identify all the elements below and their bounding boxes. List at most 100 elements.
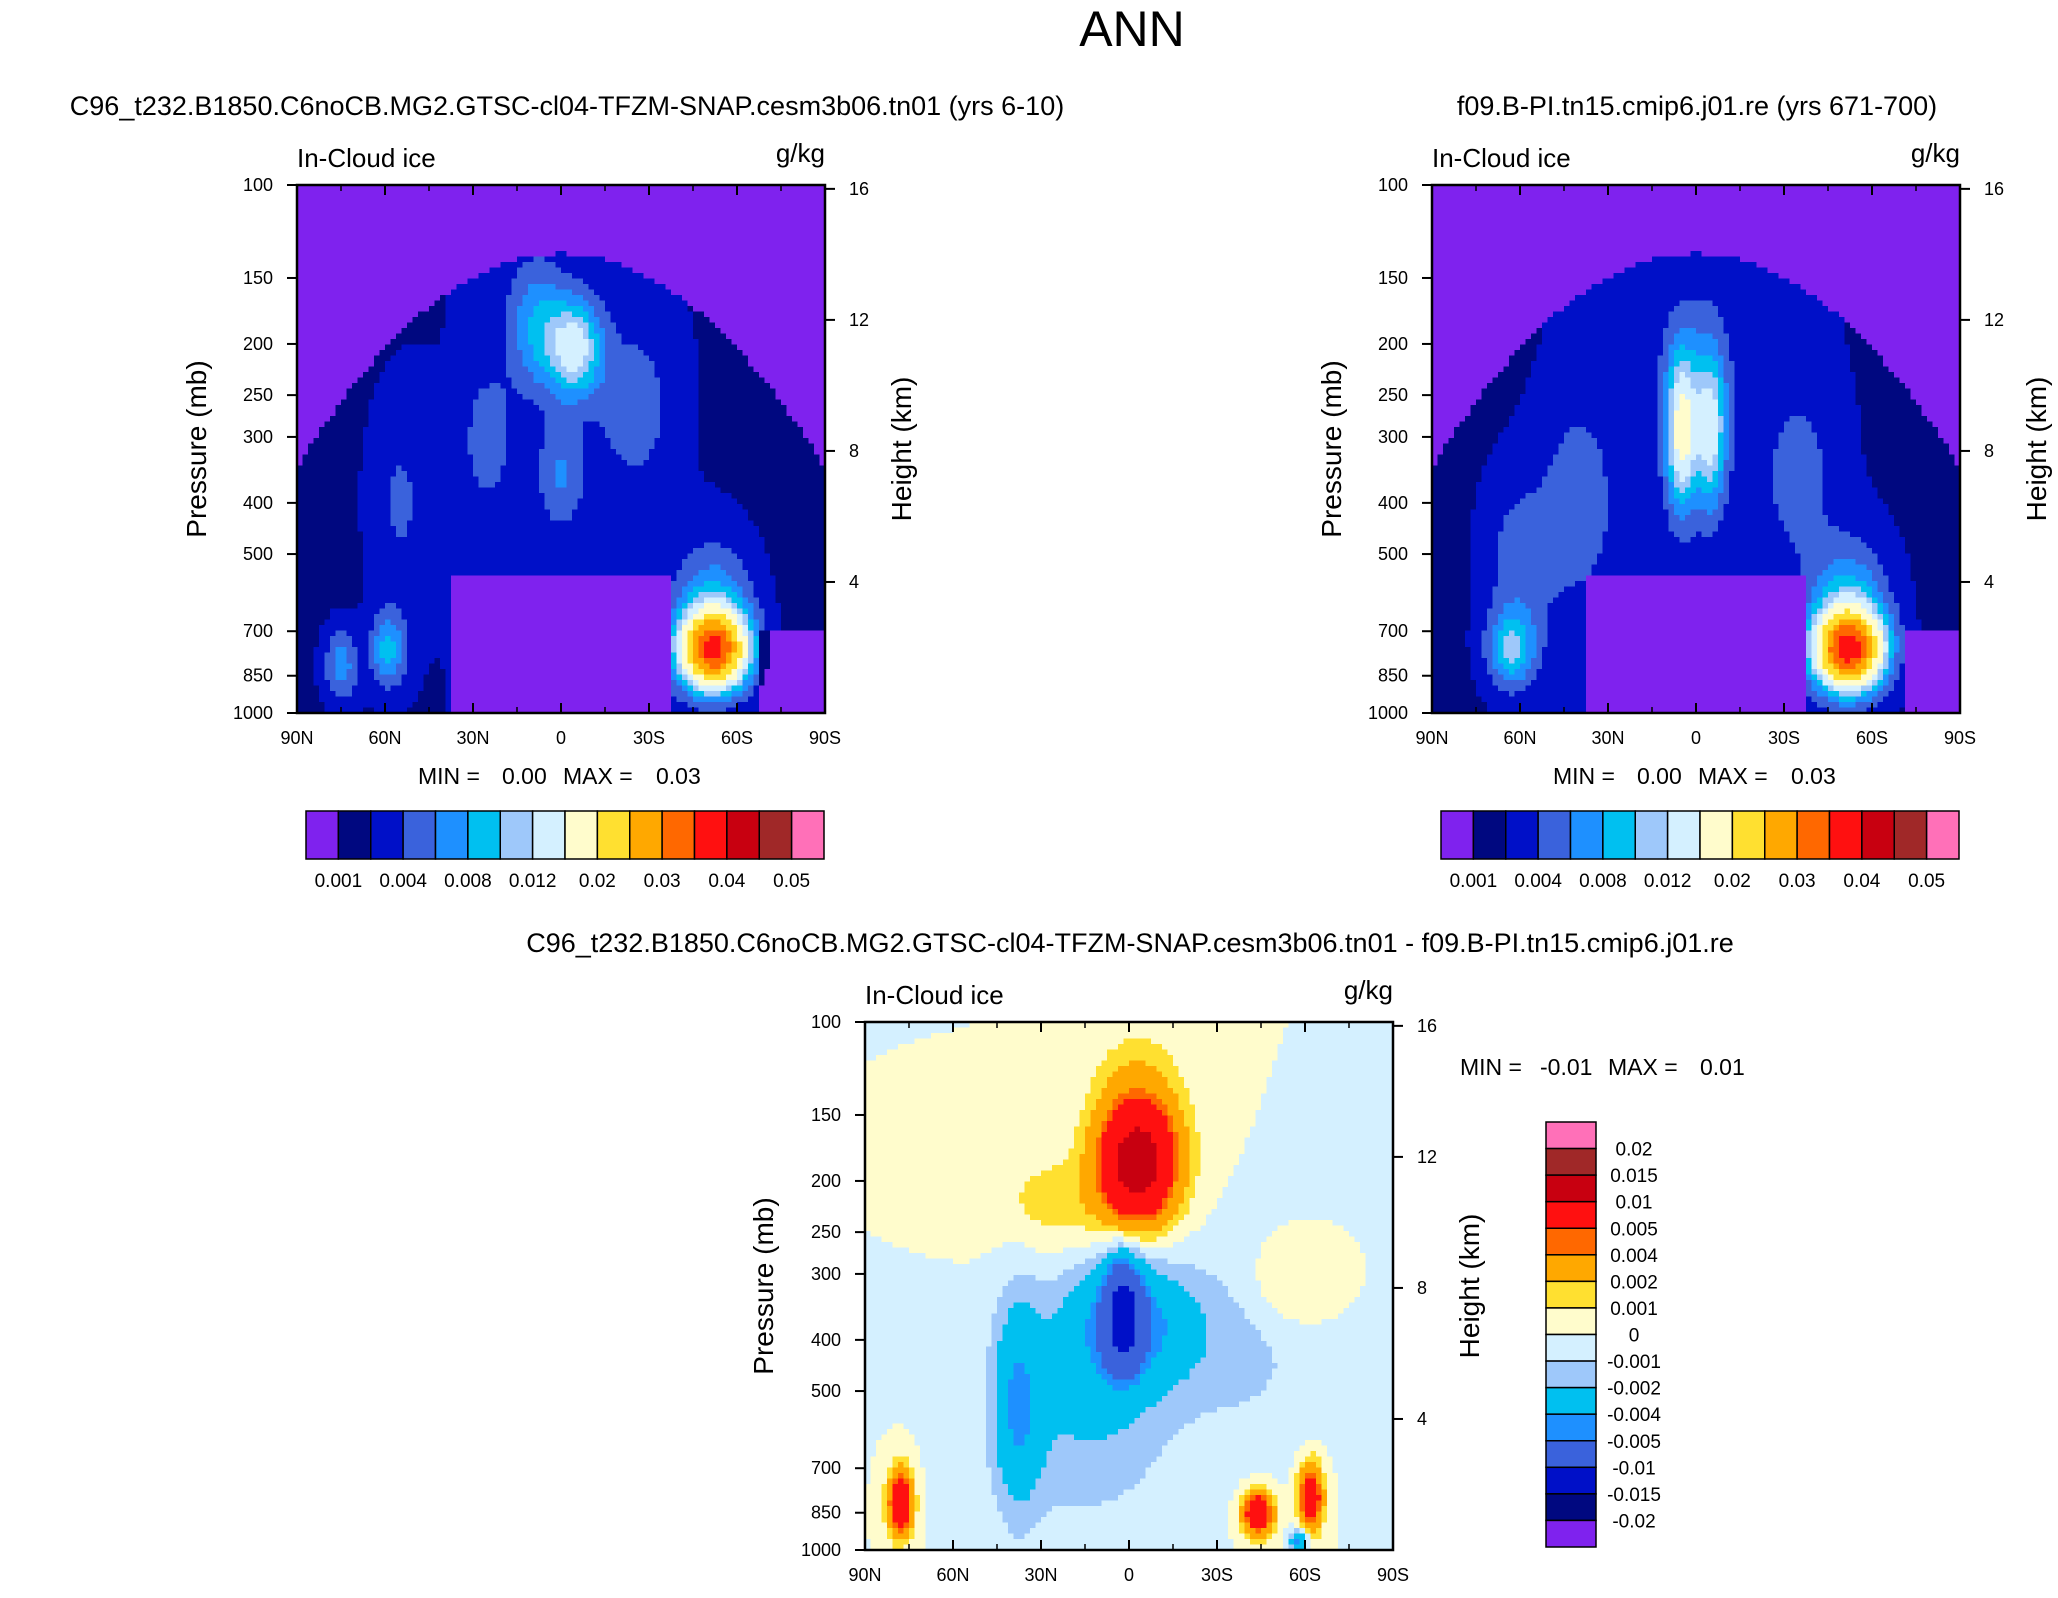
contour-cell xyxy=(726,278,733,285)
contour-cell xyxy=(588,438,595,445)
contour-cell xyxy=(330,350,337,357)
contour-cell xyxy=(313,361,320,368)
contour-cell xyxy=(308,438,315,445)
contour-cell xyxy=(533,240,540,247)
contour-cell xyxy=(742,333,749,340)
contour-cell xyxy=(819,207,825,214)
contour-cell xyxy=(368,322,375,329)
contour-cell xyxy=(731,223,738,230)
contour-cell xyxy=(478,344,485,351)
contour-cell xyxy=(786,251,793,258)
contour-cell xyxy=(583,218,590,225)
contour-cell xyxy=(302,273,309,280)
contour-cell xyxy=(792,289,799,296)
contour-cell xyxy=(781,372,788,379)
contour-cell xyxy=(698,333,705,340)
contour-cell xyxy=(577,311,584,318)
contour-cell xyxy=(561,405,568,412)
contour-cell xyxy=(786,454,793,461)
contour-cell xyxy=(671,196,678,203)
contour-cell xyxy=(423,394,430,401)
contour-cell xyxy=(726,443,733,450)
contour-cell xyxy=(412,218,419,225)
contour-cell xyxy=(401,218,408,225)
contour-cell xyxy=(313,449,320,456)
contour-cell xyxy=(649,262,656,269)
contour-cell xyxy=(682,223,689,230)
contour-cell xyxy=(385,416,392,423)
contour-cell xyxy=(412,234,419,241)
contour-cell xyxy=(616,190,623,197)
contour-cell xyxy=(330,361,337,368)
contour-cell xyxy=(478,399,485,406)
contour-cell xyxy=(319,218,326,225)
contour-cell xyxy=(379,201,386,208)
contour-cell xyxy=(671,355,678,362)
contour-cell xyxy=(308,190,315,197)
contour-cell xyxy=(770,432,777,439)
contour-cell xyxy=(484,394,491,401)
contour-cell xyxy=(473,454,480,461)
contour-cell xyxy=(528,278,535,285)
contour-cell xyxy=(374,410,381,417)
contour-cell xyxy=(484,267,491,274)
contour-cell xyxy=(715,267,722,274)
contour-cell xyxy=(594,405,601,412)
contour-cell xyxy=(786,218,793,225)
contour-cell xyxy=(506,460,513,467)
contour-cell xyxy=(671,256,678,263)
contour-cell xyxy=(368,212,375,219)
contour-cell xyxy=(528,399,535,406)
contour-cell xyxy=(390,460,397,467)
contour-cell xyxy=(418,245,425,252)
contour-cell xyxy=(528,361,535,368)
contour-cell xyxy=(814,218,821,225)
contour-cell xyxy=(368,372,375,379)
contour-cell xyxy=(561,207,568,214)
contour-cell xyxy=(588,333,595,340)
contour-cell xyxy=(489,438,496,445)
contour-cell xyxy=(621,240,628,247)
contour-cell xyxy=(517,394,524,401)
contour-cell xyxy=(654,212,661,219)
contour-cell xyxy=(462,212,469,219)
contour-cell xyxy=(814,190,821,197)
contour-cell xyxy=(753,438,760,445)
contour-cell xyxy=(324,240,331,247)
contour-cell xyxy=(671,273,678,280)
contour-cell xyxy=(643,443,650,450)
contour-cell xyxy=(434,339,441,346)
contour-cell xyxy=(308,449,315,456)
contour-cell xyxy=(396,394,403,401)
contour-cell xyxy=(500,421,507,428)
contour-cell xyxy=(473,405,480,412)
contour-cell xyxy=(561,328,568,335)
contour-cell xyxy=(335,460,342,467)
contour-cell xyxy=(500,190,507,197)
contour-cell xyxy=(753,240,760,247)
contour-cell xyxy=(671,190,678,197)
contour-cell xyxy=(748,295,755,302)
contour-cell xyxy=(374,399,381,406)
contour-cell xyxy=(770,339,777,346)
contour-cell xyxy=(594,460,601,467)
contour-cell xyxy=(660,333,667,340)
contour-cell xyxy=(401,278,408,285)
contour-cell xyxy=(401,300,408,307)
contour-cell xyxy=(396,438,403,445)
contour-cell xyxy=(412,421,419,428)
contour-cell xyxy=(528,306,535,313)
contour-cell xyxy=(698,416,705,423)
contour-cell xyxy=(500,427,507,434)
contour-cell xyxy=(676,229,683,236)
contour-cell xyxy=(335,449,342,456)
contour-cell xyxy=(748,366,755,373)
contour-cell xyxy=(572,432,579,439)
contour-cell xyxy=(594,377,601,384)
contour-cell xyxy=(396,289,403,296)
contour-cell xyxy=(418,278,425,285)
contour-cell xyxy=(434,399,441,406)
contour-cell xyxy=(588,416,595,423)
contour-cell xyxy=(324,262,331,269)
contour-cell xyxy=(478,421,485,428)
